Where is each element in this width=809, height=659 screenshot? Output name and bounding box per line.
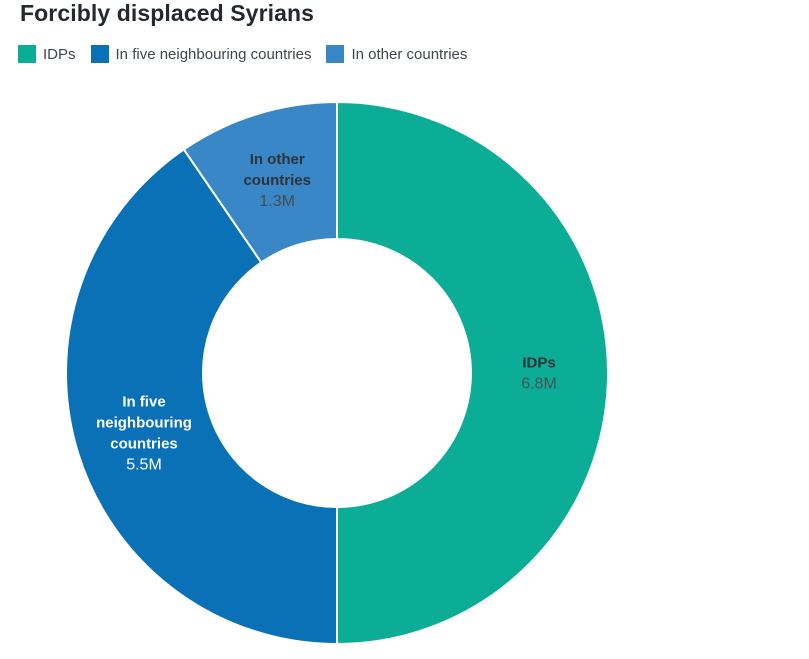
legend-swatch-five-neighbouring-countries: [90, 45, 109, 63]
legend-item-idps: IDPs: [18, 45, 76, 63]
slice-label-idps: IDPs 6.8M: [521, 355, 557, 393]
donut-slice-idps[interactable]: [336, 101, 609, 645]
donut-slice-in-five-neighbouring-countries[interactable]: [65, 148, 338, 645]
legend: IDPs In five neighbouring countries In o…: [18, 45, 467, 63]
legend-item-five-neighbouring-countries: In five neighbouring countries: [90, 45, 312, 63]
legend-label-idps: IDPs: [43, 45, 76, 63]
legend-swatch-idps: [18, 45, 36, 63]
legend-swatch-other-countries: [326, 45, 345, 63]
legend-item-other-countries: In other countries: [326, 45, 467, 63]
legend-label-five-neighbouring-countries: In five neighbouring countries: [115, 45, 312, 63]
donut-slice-in-other-countries[interactable]: [182, 101, 338, 264]
slice-label-in-five-neighbouring-countries: In five neighbouring countries 5.5M: [96, 393, 192, 473]
legend-label-other-countries: In other countries: [351, 45, 468, 63]
chart-title: Forcibly displaced Syrians: [20, 0, 315, 26]
slice-label-in-other-countries: In other countries 1.3M: [243, 151, 311, 210]
